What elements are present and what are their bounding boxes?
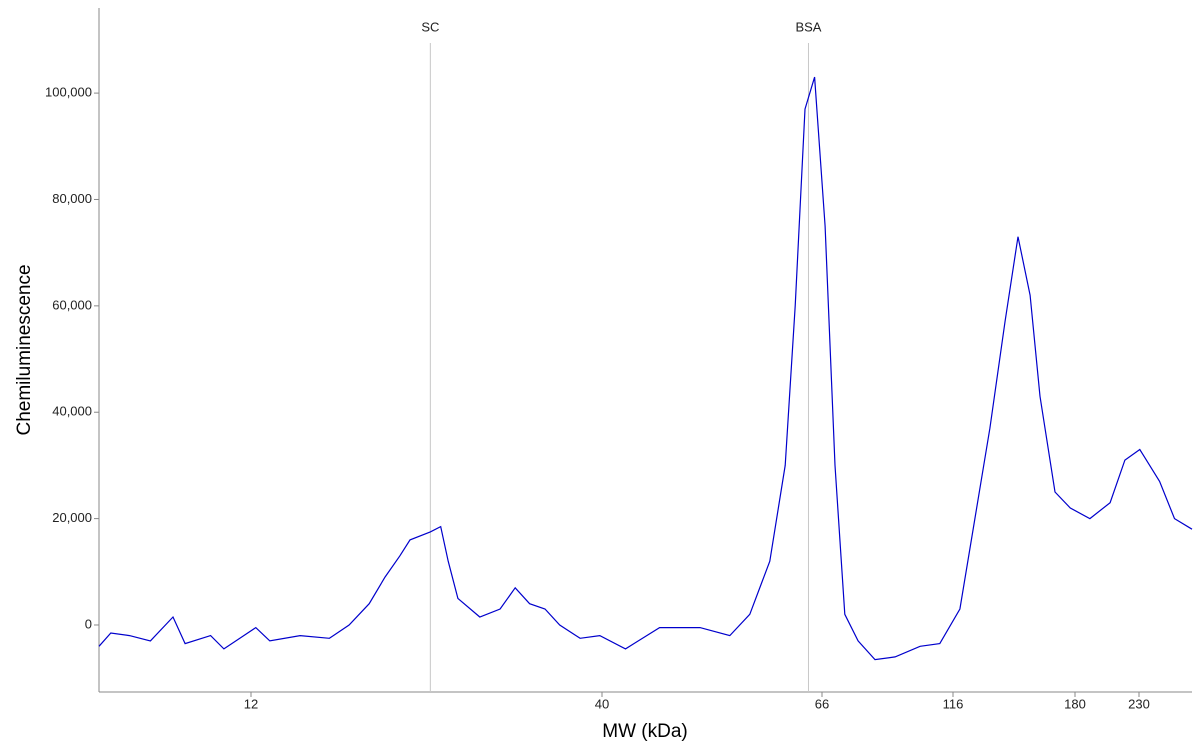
y-tick-label: 80,000 — [52, 191, 92, 206]
y-tick-label: 40,000 — [52, 404, 92, 419]
marker-label: SC — [421, 19, 439, 34]
x-tick-label: 12 — [244, 696, 258, 711]
x-tick-label: 116 — [943, 696, 964, 711]
y-tick-label: 100,000 — [45, 85, 92, 100]
x-tick-label: 66 — [815, 696, 829, 711]
x-tick-label: 40 — [595, 696, 609, 711]
x-axis-label: MW (kDa) — [602, 721, 687, 742]
y-axis-label: Chemiluminescence — [14, 264, 35, 435]
x-tick-label: 230 — [1128, 696, 1150, 711]
y-tick-label: 20,000 — [52, 510, 92, 525]
data-line — [98, 76, 1193, 661]
y-tick-label: 0 — [85, 616, 92, 631]
x-tick-label: 180 — [1064, 696, 1086, 711]
y-tick-label: 60,000 — [52, 297, 92, 312]
marker-label: BSA — [795, 19, 821, 34]
